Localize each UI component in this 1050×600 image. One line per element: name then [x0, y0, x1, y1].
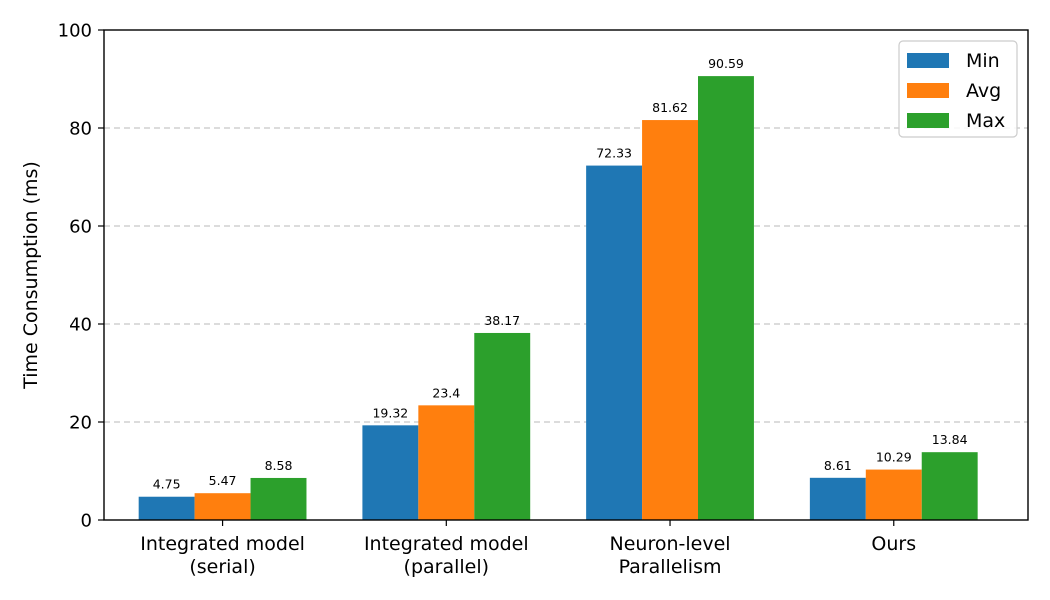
legend: Min Avg Max [898, 40, 1018, 138]
bar-value-labels: 4.75 19.32 72.33 8.61 5.47 23.4 81.62 10.29 8.58… [153, 56, 968, 492]
legend-swatch-min [907, 53, 949, 68]
bar-avg [418, 405, 475, 520]
gridlines [104, 127, 1028, 423]
bar-avg [194, 493, 251, 520]
bar-value-label: 81.62 [652, 100, 688, 115]
bar-value-label: 38.17 [484, 313, 520, 328]
y-tick-label: 40 [69, 315, 92, 336]
legend-label-max: Max [966, 110, 1005, 132]
bar-min [586, 165, 643, 520]
bar-value-label: 8.61 [824, 458, 852, 473]
bar-value-label: 10.29 [876, 450, 912, 465]
bar-value-label: 19.32 [372, 405, 408, 420]
bar-avg [865, 469, 922, 520]
bar-value-label: 90.59 [708, 56, 744, 71]
legend-label-min: Min [966, 50, 1000, 72]
legend-swatch-avg [907, 83, 949, 98]
legend-swatch-max [907, 113, 949, 128]
plot-frame [103, 29, 1029, 521]
bar-min [809, 477, 866, 520]
x-tick-label: Ours [871, 533, 916, 555]
bar-max [698, 76, 754, 520]
bar-max [921, 452, 978, 520]
y-tick-label: 60 [69, 217, 92, 238]
y-tick-label: 0 [81, 511, 92, 532]
y-axis-title: Time Consumption (ms) [20, 161, 42, 390]
bar-value-label: 4.75 [153, 477, 181, 492]
bar-max [250, 477, 307, 520]
x-tick-label: Integrated model (parallel) [364, 533, 529, 578]
y-axis: 0 20 40 60 80 100 [58, 21, 104, 532]
bar-value-label: 5.47 [209, 473, 237, 488]
y-tick-label: 100 [58, 21, 92, 42]
bar-value-label: 72.33 [596, 146, 632, 161]
x-tick-label: Integrated model (serial) [140, 533, 305, 578]
y-tick-label: 80 [69, 119, 92, 140]
bar-value-label: 13.84 [932, 432, 968, 447]
x-axis: Integrated model (serial) Integrated model… [140, 520, 916, 578]
bar-value-label: 8.58 [265, 458, 293, 473]
legend-label-avg: Avg [966, 80, 1001, 102]
bar-min [362, 425, 419, 520]
bars [138, 76, 978, 520]
bar-value-label: 23.4 [432, 385, 460, 400]
y-tick-label: 20 [69, 413, 92, 434]
x-tick-label: Neuron-level Parallelism [610, 533, 731, 578]
bar-min [138, 496, 195, 520]
bar-avg [642, 120, 698, 520]
bar-max [474, 332, 531, 520]
